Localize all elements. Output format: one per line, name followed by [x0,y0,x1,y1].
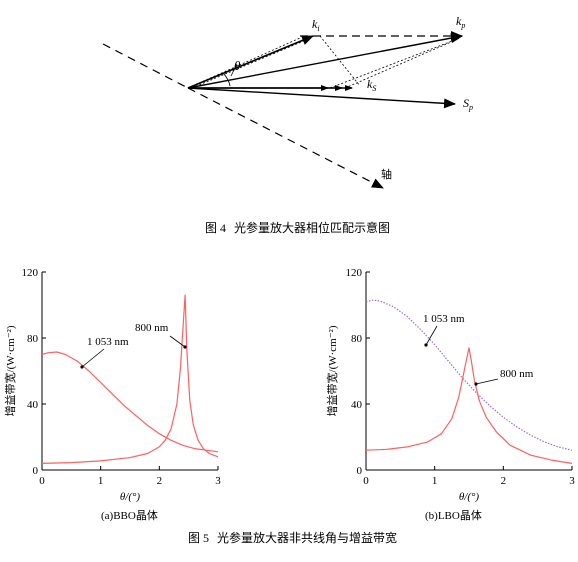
annotation-pointer-tip [80,365,84,369]
x-tick-label: 1 [98,475,104,487]
figure-4-number: 图 4 [205,221,227,235]
y-axis-title: 增益带宽/(W·cm⁻²) [325,325,339,416]
crystal-axis-line [102,43,384,189]
y-tick-label: 0 [357,465,363,477]
panel-a-sublabel: (a)BBO晶体 [101,510,158,522]
annotation-pointer-tip [474,382,478,386]
chart-lbo: 0 1 2 3 0 40 80 120 θ/(°) 增益带宽/(W·cm⁻²) 1 053 nm 80… [325,267,575,503]
figure-4-caption: 图 4 光参量放大器相位匹配示意图 [205,219,398,236]
theta-label: θ [234,58,241,73]
ki-label: ki [312,17,320,33]
annotation-label: 800 nm [500,368,534,380]
x-tick-label: 2 [157,475,163,487]
axis-label: 轴 [381,167,392,181]
figure-5-caption: 图 5 光参量放大器非共线角与增益带宽 [188,529,405,546]
series-line-1053nm [41,351,219,453]
x-tick-label: 0 [39,475,45,487]
series-line-800nm [41,294,219,464]
figure-5-number: 图 5 [188,531,210,545]
x-axis-title: θ/(°) [120,491,141,503]
annotation-pointer-tip [183,345,187,349]
y-tick-label: 80 [27,333,39,345]
annotation-pointer [169,335,186,348]
y-tick-label: 80 [351,333,363,345]
sp-label: Sp [463,96,473,112]
x-tick-label: 1 [432,475,438,487]
figure-5-title: 光参量放大器非共线角与增益带宽 [217,531,398,545]
y-tick-label: 40 [351,399,363,411]
x-tick-label: 3 [215,475,221,487]
pump-wavevector-kp [187,33,463,89]
phase-matching-diagram: ki kp kS Sp θ 轴 [102,14,473,189]
annotation-label: 800 nm [135,322,169,334]
annotation-pointer [425,325,438,346]
idler-wavevector-ki [187,35,314,89]
y-tick-label: 0 [33,465,39,477]
y-tick-label: 120 [22,267,39,279]
y-tick-label: 40 [27,399,39,411]
x-axis-title: θ/(°) [459,491,480,503]
x-tick-label: 0 [363,475,369,487]
annotation-pointer [475,378,499,385]
kp-label: kp [456,14,465,30]
y-tick-label: 120 [346,267,363,279]
ks-label: kS [367,77,376,93]
annotation-label: 1 053 nm [423,313,465,325]
annotation-pointer-tip [424,343,428,347]
panel-b-sublabel: (b)LBO晶体 [425,510,482,522]
annotation-label: 1 053 nm [87,336,129,348]
figure-4-title: 光参量放大器相位匹配示意图 [234,221,391,235]
series-line-800nm [365,347,573,464]
series-line-1053nm [365,299,573,451]
theta-angle-arc [223,73,231,87]
x-tick-label: 3 [569,475,575,487]
x-tick-label: 2 [501,475,507,487]
chart-bbo: 0 1 2 3 0 40 80 120 θ/(°) 增益带宽/(W·cm⁻²) 1 053 nm 80… [3,267,221,503]
y-axis-title: 增益带宽/(W·cm⁻²) [3,325,17,416]
annotation-pointer [81,348,105,368]
poynting-vector-sp [187,87,456,109]
theta-pointer-line [230,63,238,77]
